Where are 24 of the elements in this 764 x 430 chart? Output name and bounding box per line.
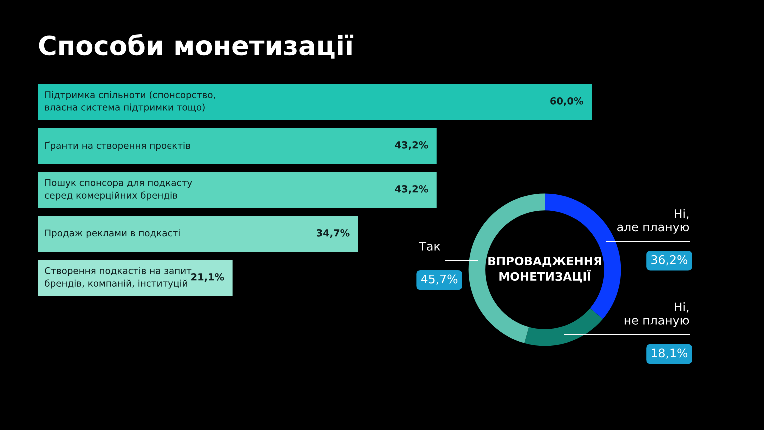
- text: ВПРОВАДЖЕННЯ МОНЕТИЗАЦІЇ: [488, 256, 602, 283]
- data-label: 45,7%: [421, 274, 458, 285]
- slice-label: Так: [419, 242, 440, 251]
- y-tick-label: Пошук спонсора для подкасту серед комерційних брендів: [45, 180, 192, 201]
- bar: [38, 216, 358, 252]
- data-label: 18,1%: [652, 348, 688, 359]
- data-label: 43,2%: [395, 141, 428, 150]
- y-tick-label: Ґранти на створення проєктів: [46, 141, 190, 151]
- bar: [38, 172, 437, 208]
- y-tick-label: Продаж реклами в подкасті: [46, 230, 180, 238]
- data-label: 60,0%: [550, 97, 584, 106]
- slice-label: Ні, але планую: [618, 209, 690, 234]
- data-label: 36,2%: [652, 255, 688, 266]
- bar: [38, 260, 233, 296]
- slice-label: Ні, не планую: [624, 302, 690, 328]
- y-tick-label: Створення подкастів на запит брендів, компаній, інституцій: [45, 267, 192, 289]
- data-label: 34,7%: [317, 229, 350, 238]
- donut-slice: [524, 308, 604, 346]
- y-tick-label: Підтримка спільноти (спонсорство, власна система підтримки тощо): [45, 91, 216, 113]
- chart-title: Способи монетизації: [39, 34, 354, 59]
- data-label: 43,2%: [395, 185, 428, 194]
- data-label: 21,1%: [192, 273, 224, 282]
- bar: [38, 128, 437, 164]
- bar: [38, 84, 592, 120]
